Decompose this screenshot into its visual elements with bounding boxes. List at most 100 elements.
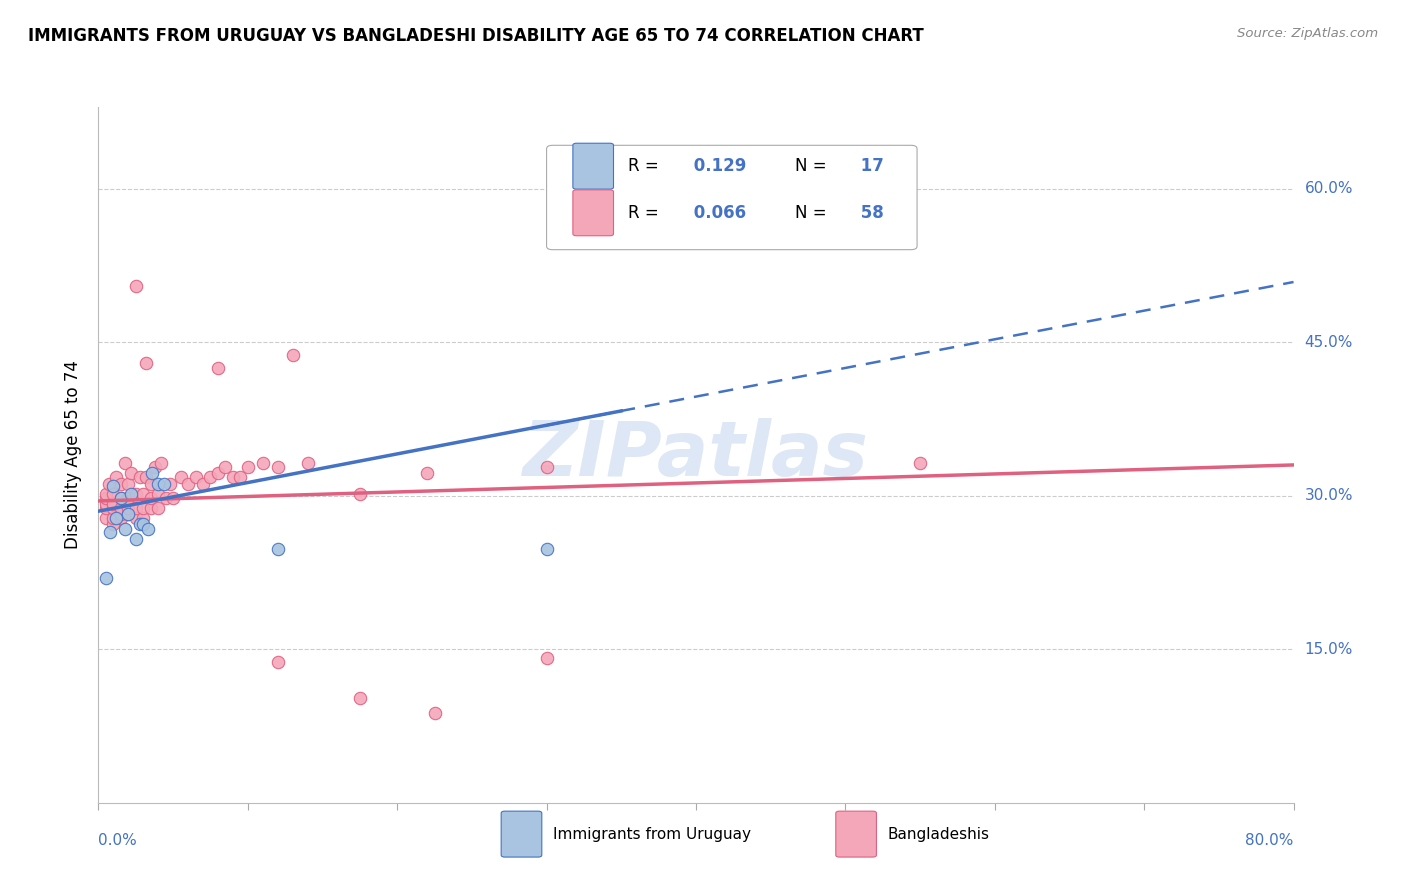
Text: Immigrants from Uruguay: Immigrants from Uruguay bbox=[553, 827, 751, 842]
Point bbox=[125, 487, 148, 501]
Point bbox=[159, 476, 181, 491]
Point bbox=[229, 470, 252, 484]
Point bbox=[214, 460, 236, 475]
Point bbox=[236, 460, 259, 475]
Point bbox=[117, 491, 139, 505]
Point bbox=[125, 532, 148, 546]
Point bbox=[153, 476, 176, 491]
Point bbox=[252, 456, 274, 470]
Point bbox=[207, 361, 229, 376]
Point bbox=[110, 501, 132, 516]
Text: 80.0%: 80.0% bbox=[1246, 833, 1294, 848]
FancyBboxPatch shape bbox=[572, 190, 613, 235]
Point bbox=[94, 497, 117, 511]
Point bbox=[536, 460, 558, 475]
Point bbox=[536, 650, 558, 665]
Point bbox=[177, 476, 200, 491]
Point bbox=[94, 571, 117, 585]
Point bbox=[117, 476, 139, 491]
Point bbox=[110, 508, 132, 522]
Point bbox=[139, 476, 162, 491]
Point bbox=[169, 470, 191, 484]
Point bbox=[103, 497, 125, 511]
Point bbox=[105, 470, 128, 484]
Point bbox=[139, 491, 162, 505]
Point bbox=[132, 511, 155, 525]
Point bbox=[110, 511, 132, 525]
Text: 15.0%: 15.0% bbox=[1305, 642, 1353, 657]
Text: 0.129: 0.129 bbox=[688, 157, 747, 175]
Point bbox=[132, 517, 155, 532]
FancyBboxPatch shape bbox=[547, 145, 917, 250]
Text: ZIPatlas: ZIPatlas bbox=[523, 418, 869, 491]
Point bbox=[297, 456, 319, 470]
Text: 17: 17 bbox=[855, 157, 884, 175]
Text: N =: N = bbox=[796, 157, 832, 175]
Point bbox=[222, 470, 245, 484]
Point bbox=[125, 501, 148, 516]
Point bbox=[349, 691, 371, 706]
Point bbox=[129, 517, 152, 532]
Text: R =: R = bbox=[628, 157, 664, 175]
Point bbox=[141, 467, 163, 481]
Point bbox=[200, 470, 222, 484]
Point bbox=[191, 476, 214, 491]
Point bbox=[148, 476, 170, 491]
Y-axis label: Disability Age 65 to 74: Disability Age 65 to 74 bbox=[65, 360, 83, 549]
Point bbox=[97, 476, 120, 491]
Point bbox=[416, 467, 439, 481]
Point bbox=[135, 470, 157, 484]
Text: IMMIGRANTS FROM URUGUAY VS BANGLADESHI DISABILITY AGE 65 TO 74 CORRELATION CHART: IMMIGRANTS FROM URUGUAY VS BANGLADESHI D… bbox=[28, 27, 924, 45]
Point bbox=[267, 655, 290, 669]
Point bbox=[125, 279, 148, 293]
FancyBboxPatch shape bbox=[835, 811, 876, 857]
Point bbox=[150, 456, 173, 470]
Point bbox=[139, 501, 162, 516]
Text: 30.0%: 30.0% bbox=[1305, 488, 1353, 503]
Text: 60.0%: 60.0% bbox=[1305, 181, 1353, 196]
Point bbox=[120, 487, 142, 501]
Point bbox=[267, 542, 290, 557]
Point bbox=[114, 522, 136, 536]
Point bbox=[267, 460, 290, 475]
Point bbox=[103, 478, 125, 492]
Point bbox=[94, 487, 117, 501]
Point bbox=[94, 491, 117, 505]
Point bbox=[148, 501, 170, 516]
Point bbox=[184, 470, 207, 484]
Point bbox=[162, 491, 184, 505]
Point bbox=[110, 476, 132, 491]
Point bbox=[110, 491, 132, 505]
Point bbox=[120, 467, 142, 481]
Point bbox=[117, 508, 139, 522]
Point bbox=[103, 511, 125, 525]
Point bbox=[114, 456, 136, 470]
Point bbox=[94, 501, 117, 516]
Point bbox=[136, 522, 159, 536]
Point bbox=[135, 356, 157, 370]
Text: N =: N = bbox=[796, 203, 832, 222]
Text: 0.0%: 0.0% bbox=[98, 833, 138, 848]
Point bbox=[281, 348, 304, 362]
Point bbox=[105, 511, 128, 525]
Point bbox=[117, 501, 139, 516]
Point bbox=[103, 517, 125, 532]
Point bbox=[148, 487, 170, 501]
Text: 45.0%: 45.0% bbox=[1305, 334, 1353, 350]
Point bbox=[155, 491, 177, 505]
Text: 0.066: 0.066 bbox=[688, 203, 745, 222]
Point bbox=[132, 501, 155, 516]
Point bbox=[98, 524, 122, 539]
Point bbox=[207, 467, 229, 481]
Point bbox=[129, 470, 152, 484]
Point bbox=[94, 511, 117, 525]
FancyBboxPatch shape bbox=[572, 144, 613, 189]
Point bbox=[103, 501, 125, 516]
Point bbox=[103, 487, 125, 501]
Point bbox=[110, 491, 132, 505]
Point bbox=[349, 487, 371, 501]
Point bbox=[117, 508, 139, 522]
Point bbox=[143, 460, 166, 475]
Text: 58: 58 bbox=[855, 203, 883, 222]
FancyBboxPatch shape bbox=[501, 811, 541, 857]
